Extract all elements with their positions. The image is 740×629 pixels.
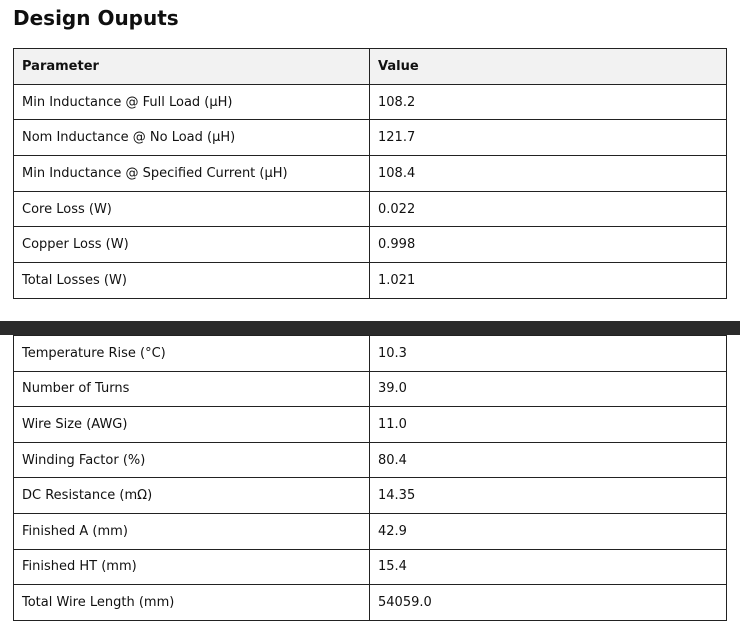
- value-cell: 108.4: [369, 155, 727, 192]
- table-row: Finished A (mm) 42.9: [13, 512, 727, 550]
- value-cell: 14.35: [369, 477, 727, 514]
- page-title: Design Ouputs: [13, 6, 179, 30]
- parameter-cell: Nom Inductance @ No Load (µH): [13, 119, 370, 157]
- parameter-cell: Temperature Rise (°C): [13, 335, 370, 372]
- design-outputs-table: Parameter Value Min Inductance @ Full Lo…: [13, 48, 727, 299]
- value-cell: 121.7: [369, 119, 727, 157]
- parameter-cell: Wire Size (AWG): [13, 406, 370, 443]
- table-row: Nom Inductance @ No Load (µH) 121.7: [13, 119, 727, 157]
- table-row: Wire Size (AWG) 11.0: [13, 406, 727, 443]
- column-header-parameter: Parameter: [13, 48, 370, 85]
- table-row: Winding Factor (%) 80.4: [13, 441, 727, 479]
- parameter-cell: DC Resistance (mΩ): [13, 477, 370, 514]
- value-cell: 11.0: [369, 406, 727, 443]
- table-row: DC Resistance (mΩ) 14.35: [13, 477, 727, 514]
- parameter-cell: Total Losses (W): [13, 262, 370, 299]
- parameter-cell: Number of Turns: [13, 370, 370, 408]
- table-row: Copper Loss (W) 0.998: [13, 226, 727, 264]
- value-cell: 1.021: [369, 262, 727, 299]
- table-row: Number of Turns 39.0: [13, 370, 727, 408]
- parameter-cell: Total Wire Length (mm): [13, 584, 370, 621]
- parameter-cell: Min Inductance @ Full Load (µH): [13, 83, 370, 121]
- value-cell: 15.4: [369, 548, 727, 586]
- parameter-cell: Finished A (mm): [13, 512, 370, 550]
- parameter-cell: Core Loss (W): [13, 190, 370, 228]
- parameter-cell: Winding Factor (%): [13, 441, 370, 479]
- column-header-value: Value: [369, 48, 727, 85]
- value-cell: 42.9: [369, 512, 727, 550]
- page-break-divider: [0, 321, 740, 335]
- parameter-cell: Finished HT (mm): [13, 548, 370, 586]
- parameter-cell: Copper Loss (W): [13, 226, 370, 264]
- table-row: Total Wire Length (mm) 54059.0: [13, 584, 727, 621]
- value-cell: 0.022: [369, 190, 727, 228]
- table-row: Temperature Rise (°C) 10.3: [13, 335, 727, 372]
- table-row: Min Inductance @ Full Load (µH) 108.2: [13, 83, 727, 121]
- table-header-row: Parameter Value: [13, 48, 727, 85]
- value-cell: 39.0: [369, 370, 727, 408]
- value-cell: 54059.0: [369, 584, 727, 621]
- value-cell: 0.998: [369, 226, 727, 264]
- value-cell: 108.2: [369, 83, 727, 121]
- parameter-cell: Min Inductance @ Specified Current (µH): [13, 155, 370, 192]
- table-row: Min Inductance @ Specified Current (µH) …: [13, 155, 727, 192]
- table-row: Finished HT (mm) 15.4: [13, 548, 727, 586]
- value-cell: 80.4: [369, 441, 727, 479]
- table-row: Total Losses (W) 1.021: [13, 262, 727, 299]
- design-outputs-table-continued: Temperature Rise (°C) 10.3 Number of Tur…: [13, 335, 727, 621]
- table-row: Core Loss (W) 0.022: [13, 190, 727, 228]
- value-cell: 10.3: [369, 335, 727, 372]
